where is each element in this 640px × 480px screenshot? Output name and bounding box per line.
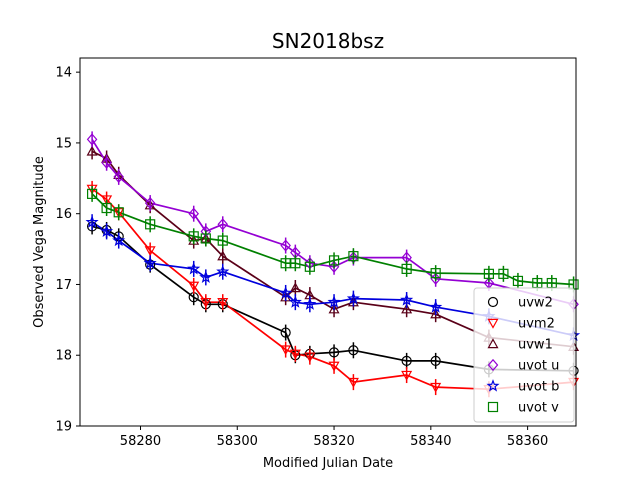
data-point-uvot-b	[100, 224, 114, 237]
legend-marker-uvw1	[487, 338, 499, 349]
data-point-uvot-b	[85, 215, 99, 228]
data-point-uvot-b	[199, 270, 213, 283]
data-point-uvot-b	[279, 286, 293, 299]
data-point-uvot-u	[101, 156, 112, 169]
data-point-uvm2	[217, 297, 229, 308]
chart-title: SN2018bsz	[272, 29, 384, 53]
legend-box	[473, 287, 575, 423]
data-point-uvot-v	[512, 275, 524, 287]
data-point-uvot-b	[216, 264, 230, 278]
legend-marker-uvot-v	[487, 401, 499, 413]
data-point-uvot-v	[86, 188, 98, 199]
data-point-uvw1	[217, 250, 229, 261]
y-axis: 14 15 16 17 18 19	[55, 66, 80, 435]
data-point-uvot-u	[86, 133, 98, 146]
data-point-uvot-v	[217, 235, 228, 246]
data-point-uvw2	[328, 347, 340, 358]
data-point-uvot-v	[290, 258, 301, 269]
data-point-uvot-u	[113, 170, 125, 183]
x-tick-label: 58300	[217, 434, 258, 449]
data-point-uvot-b	[400, 293, 414, 306]
data-point-uvm2	[401, 370, 413, 381]
data-point-uvm2	[144, 246, 156, 257]
data-point-uvot-v	[101, 202, 112, 214]
legend-label-uvw1: uvw1	[518, 338, 553, 353]
data-point-uvot-v	[430, 268, 441, 279]
data-point-uvot-v	[348, 251, 359, 262]
series-line-uvw2	[91, 225, 574, 372]
data-point-uvot-v	[304, 261, 315, 272]
x-tick-label: 58360	[507, 434, 548, 449]
legend-label-uvw2: uvw2	[518, 296, 553, 311]
legend-label-uvm2: uvm2	[518, 317, 555, 332]
series-line-uvot-v	[91, 193, 574, 286]
data-point-uvw2	[430, 355, 441, 366]
x-tick-label: 58340	[410, 434, 451, 449]
data-point-uvot-v	[483, 268, 494, 279]
data-point-uvot-v	[401, 263, 412, 274]
data-point-uvot-v	[498, 268, 509, 279]
data-point-uvm2	[101, 195, 113, 206]
y-tick-label: 19	[55, 420, 72, 435]
data-point-uvot-b	[187, 261, 201, 275]
x-tick-label: 58320	[313, 434, 354, 449]
x-tick-label: 58280	[120, 434, 161, 449]
data-point-uvm2	[328, 361, 340, 372]
data-point-uvot-u	[217, 218, 229, 231]
data-point-uvot-b	[288, 295, 302, 308]
data-point-uvw1	[86, 145, 98, 156]
data-point-uvot-b	[303, 297, 317, 310]
data-point-uvw2	[348, 345, 359, 356]
series-lines	[91, 138, 574, 391]
y-tick-label: 16	[55, 207, 72, 222]
series-line-uvot-b	[91, 221, 574, 337]
legend-marker-uvot-b	[486, 379, 500, 392]
data-point-uvw1	[289, 282, 301, 293]
y-axis-label: Observed Vega Magnitude	[32, 156, 47, 328]
data-point-uvm2	[304, 352, 316, 363]
y-tick-label: 17	[55, 278, 72, 293]
y-tick-label: 15	[55, 136, 72, 151]
legend: uvw2 uvm2 uvw1 uvot u uvot b uvot v	[473, 287, 575, 423]
data-point-uvot-v	[200, 233, 211, 244]
legend-marker-uvot-u	[487, 358, 499, 372]
legend-marker-uvw2	[487, 296, 499, 308]
plot-frame	[79, 57, 577, 427]
legend-marker-uvm2	[487, 318, 499, 329]
data-point-uvot-v	[188, 231, 199, 242]
data-point-uvot-u	[144, 196, 156, 210]
data-point-uvm2	[430, 382, 442, 393]
data-point-uvw1	[328, 303, 340, 314]
y-tick-label: 14	[55, 66, 72, 81]
data-point-uvot-v	[280, 258, 291, 269]
data-point-uvot-b	[327, 295, 341, 308]
data-point-uvot-v	[328, 255, 340, 266]
data-point-uvw1	[430, 308, 442, 319]
series-line-uvm2	[91, 188, 574, 391]
data-point-uvot-v	[113, 207, 124, 218]
data-point-uvm2	[200, 297, 212, 308]
data-point-uvw1	[401, 303, 413, 314]
legend-label-uvot-v: uvot v	[518, 401, 559, 416]
data-point-uvw2	[401, 355, 412, 366]
data-point-uvot-b	[429, 300, 443, 313]
x-axis: 58280 58300 58320 58340 58360	[120, 426, 548, 449]
x-axis-label: Modified Julian Date	[263, 456, 393, 471]
data-point-uvot-u	[188, 207, 200, 220]
y-tick-label: 18	[55, 349, 72, 364]
data-point-uvm2	[280, 345, 292, 356]
legend-label-uvot-u: uvot u	[518, 359, 559, 374]
data-point-uvw2	[280, 327, 291, 338]
data-point-uvot-b	[143, 256, 157, 269]
data-point-uvot-b	[346, 291, 360, 305]
legend-label-uvot-b: uvot b	[518, 380, 559, 395]
data-point-uvot-u	[280, 239, 291, 252]
series-line-uvot-u	[91, 138, 574, 306]
data-point-uvm2	[289, 349, 301, 360]
data-point-uvot-b	[112, 233, 126, 247]
data-point-uvot-v	[145, 219, 156, 230]
data-point-uvm2	[347, 377, 359, 388]
data-point-uvm2	[188, 281, 200, 292]
